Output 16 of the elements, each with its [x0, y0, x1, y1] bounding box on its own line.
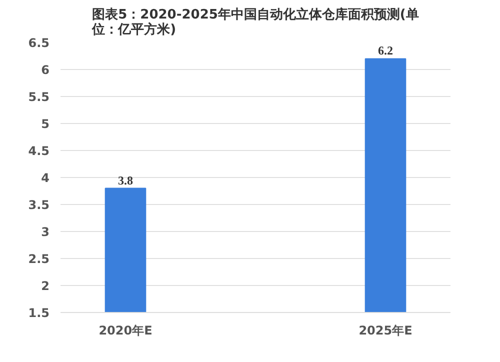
y-tick-label: 4: [41, 171, 50, 185]
y-tick-label: 2.5: [28, 252, 50, 266]
y-tick-label: 3: [41, 225, 50, 239]
y-tick-label: 1.5: [28, 306, 50, 320]
y-tick-label: 2: [41, 279, 50, 293]
y-tick-label: 4.5: [28, 144, 50, 158]
x-tick-label: 2020年E: [98, 324, 152, 338]
y-tick-label: 6.5: [28, 36, 50, 50]
y-tick-label: 5.5: [28, 90, 50, 104]
x-tick-label: 2025年E: [358, 324, 412, 338]
data-label: 3.8: [118, 173, 133, 188]
y-tick-label: 6: [41, 63, 50, 77]
data-label: 6.2: [378, 44, 393, 58]
chart-title: 图表5：2020-2025年中国自动化立体仓库面积预测(单位：亿平方米): [91, 6, 419, 38]
y-tick-label: 5: [41, 117, 50, 131]
y-tick-label: 3.5: [28, 198, 50, 212]
